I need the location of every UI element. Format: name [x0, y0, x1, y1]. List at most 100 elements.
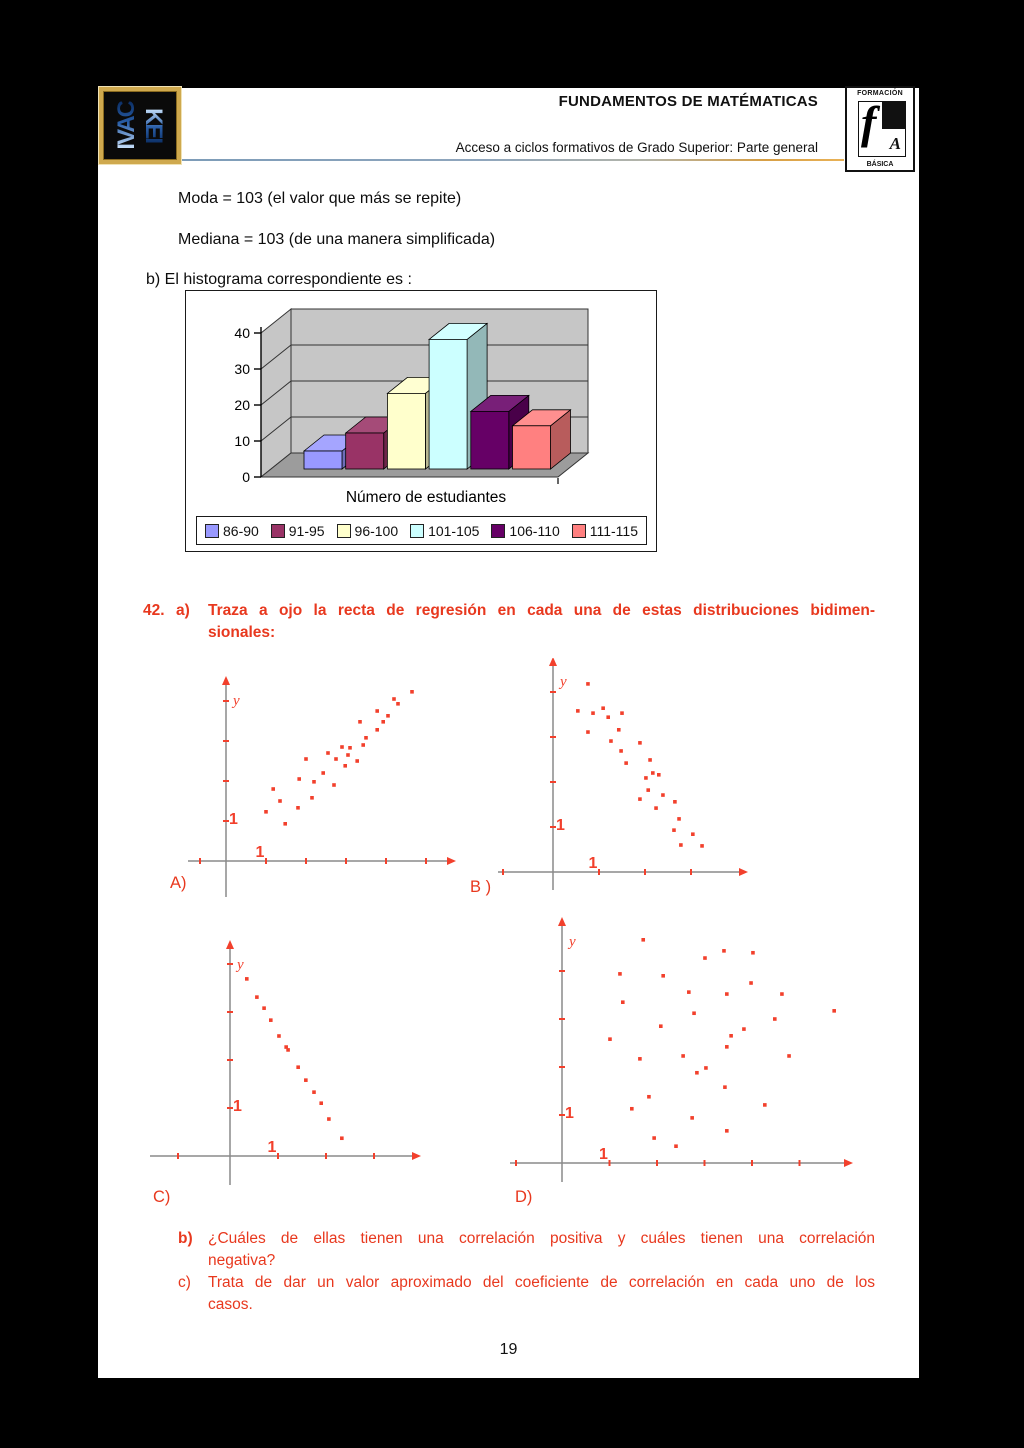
data-point	[630, 1106, 634, 1111]
data-point	[304, 757, 308, 761]
data-point	[283, 822, 287, 826]
y-axis-arrow-icon	[226, 940, 234, 949]
fab-letter-f: f	[861, 101, 877, 148]
legend-swatch	[270, 523, 285, 538]
data-point	[763, 1103, 767, 1107]
legend-label: 111-115	[589, 522, 638, 539]
data-point	[355, 759, 359, 763]
ivac-logo-text: IVAC	[113, 101, 140, 150]
data-point	[346, 753, 350, 757]
data-point	[780, 992, 784, 996]
y-axis-arrow-icon	[558, 917, 566, 926]
scatter-svg-a: y 1 1	[188, 676, 456, 897]
data-point	[673, 800, 677, 804]
data-point	[695, 1070, 699, 1075]
data-point	[679, 843, 683, 847]
data-point	[348, 746, 352, 750]
x-tick-1-label: 1	[599, 1146, 608, 1163]
data-point	[278, 799, 282, 803]
legend-swatch	[571, 523, 586, 538]
bar-front-face	[470, 411, 510, 470]
data-point	[646, 788, 651, 792]
page-title: FUNDAMENTOS DE MATÉMATICAS	[558, 93, 818, 110]
header-divider	[182, 159, 844, 161]
side-wall-gridline	[260, 344, 292, 370]
data-point	[742, 1027, 746, 1031]
y-axis-label: y	[231, 693, 240, 709]
question-b-line2: negativa?	[208, 1252, 276, 1269]
x-axis-arrow-icon	[447, 857, 456, 865]
data-point	[672, 828, 676, 832]
x-tick-1-label: 1	[256, 844, 265, 861]
data-point	[262, 1006, 266, 1010]
data-point	[586, 682, 590, 686]
histogram-legend: 86-90 91-95 96-100 101-105 106-110 111-115	[196, 516, 647, 545]
legend-item: 111-115	[571, 522, 638, 539]
legend-swatch	[336, 523, 351, 538]
data-point	[326, 751, 330, 755]
data-point	[638, 797, 642, 801]
y-tick-1-label: 1	[565, 1105, 574, 1122]
data-point	[725, 1129, 729, 1133]
data-point	[396, 702, 400, 706]
data-point	[681, 1054, 685, 1058]
data-point	[661, 793, 665, 797]
scatter-plot-b: y 1 1	[493, 657, 765, 893]
question-a-label: a)	[176, 602, 190, 619]
data-point	[687, 990, 691, 994]
data-point	[641, 938, 646, 942]
histogram-chart: 0 10 20 30 40 Número de estudiantes 86-90 91-9…	[185, 290, 657, 552]
legend-label: 96-100	[354, 522, 399, 539]
formacion-basica-logo: FORMACIÓN f A BÁSICA	[845, 86, 915, 172]
question-a-line2: sionales:	[208, 624, 276, 641]
data-point	[381, 720, 385, 724]
data-point	[638, 741, 642, 745]
data-point	[358, 720, 362, 724]
x-axis-arrow-icon	[739, 868, 748, 876]
data-point	[361, 743, 365, 747]
legend-item: 101-105	[410, 523, 479, 539]
bar-front-face	[345, 432, 385, 470]
y-axis-arrow-icon	[222, 676, 230, 685]
legend-item: 96-100	[336, 522, 399, 539]
data-point	[255, 995, 259, 999]
question-c-line2: casos.	[208, 1296, 253, 1313]
data-point	[340, 745, 344, 749]
data-point	[386, 714, 390, 718]
legend-item: 91-95	[270, 522, 325, 539]
page-number: 19	[499, 1341, 518, 1358]
data-point	[364, 736, 368, 740]
scatter-plot-d: y 1 1	[508, 916, 860, 1184]
data-point	[277, 1034, 281, 1038]
fab-letter-a: A	[889, 134, 901, 153]
data-point	[327, 1117, 331, 1121]
y-tick-1-label: 1	[229, 811, 238, 828]
data-point	[245, 977, 249, 981]
plot-c-label: C)	[153, 1188, 171, 1206]
data-point	[264, 810, 268, 814]
x-tick-1-label: 1	[589, 855, 598, 872]
kei-logo-text: KEI	[140, 108, 167, 143]
data-point	[832, 1009, 836, 1013]
data-point	[729, 1034, 733, 1038]
question-b-line1: ¿Cuáles de ellas tienen una correlación …	[208, 1230, 875, 1247]
data-point	[661, 974, 665, 978]
data-point	[410, 690, 414, 694]
question-c-label: c)	[178, 1274, 191, 1291]
x-axis-arrow-icon	[412, 1152, 421, 1160]
bar-front-face	[512, 425, 551, 470]
data-point	[700, 844, 704, 848]
legend-label: 91-95	[288, 522, 325, 539]
data-point	[725, 1045, 729, 1049]
data-point	[725, 992, 729, 996]
data-point	[392, 697, 396, 701]
data-point	[749, 981, 753, 985]
y-axis-tick-label: 10	[234, 433, 250, 449]
legend-label: 106-110	[509, 522, 560, 539]
legend-label: 86-90	[223, 522, 259, 539]
data-point	[586, 730, 590, 734]
y-axis-tick-label: 20	[234, 397, 250, 413]
legend-label: 101-105	[428, 522, 480, 539]
data-point	[751, 950, 755, 955]
